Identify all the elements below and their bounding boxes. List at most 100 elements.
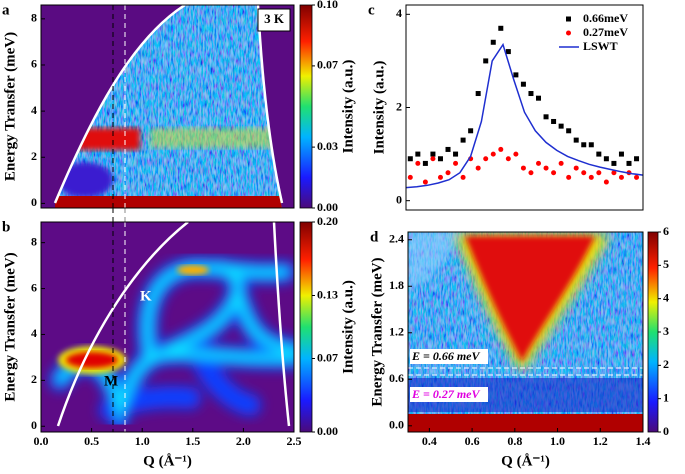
colorbar-tick-label: 0.00	[317, 424, 338, 438]
x-tick-label: 0.0	[34, 434, 49, 448]
data-point	[566, 174, 572, 180]
x-tick-label: 2.5	[287, 434, 302, 448]
panel-label: a	[2, 2, 10, 18]
colorbar	[299, 4, 313, 209]
y-tick-label: 0	[31, 418, 37, 432]
data-point	[407, 174, 413, 180]
data-point	[520, 165, 526, 171]
y-tick-label: 8	[31, 11, 37, 25]
legend-label: 0.66meV	[583, 11, 628, 25]
y-tick-label: 1.8	[389, 278, 404, 292]
y-tick-label: 4	[396, 6, 402, 20]
data-point	[551, 170, 557, 176]
y-tick-label: 8	[31, 234, 37, 248]
axes-frame	[407, 231, 644, 433]
data-point	[437, 156, 443, 162]
y-tick-label: 2.4	[389, 232, 404, 246]
panel-label: d	[370, 229, 379, 245]
data-point	[528, 170, 534, 176]
x-tick-label: 0.8	[507, 434, 522, 448]
data-point	[513, 151, 519, 157]
data-point	[475, 165, 481, 171]
annotation: M	[104, 373, 118, 389]
data-point	[468, 128, 474, 134]
y-axis-label: Intensity (a.u.)	[371, 61, 387, 155]
data-point	[618, 174, 624, 180]
data-point	[566, 128, 572, 134]
x-tick-label: 1.2	[593, 434, 608, 448]
colorbar-tick-label: 3	[663, 324, 669, 338]
data-point	[588, 174, 594, 180]
data-point	[460, 174, 466, 180]
data-point	[483, 156, 489, 162]
data-point	[430, 151, 436, 157]
legend-label: 0.27meV	[583, 25, 628, 39]
x-axis-label: Q (Å⁻¹)	[501, 453, 550, 469]
colorbar-tick-label: 5	[663, 257, 669, 271]
y-tick-label: 6	[31, 57, 37, 71]
y-tick-label: 0	[396, 192, 402, 206]
x-axis-label: Q (Å⁻¹)	[143, 453, 192, 469]
colorbar-label: Intensity (a.u.)	[340, 280, 356, 374]
colorbar-tick-label: 1	[663, 390, 669, 404]
colorbar	[299, 221, 313, 433]
data-point	[536, 160, 542, 166]
y-tick-label: 2	[31, 372, 37, 386]
legend-marker	[566, 16, 571, 22]
y-axis-label: Energy Transfer (meV)	[369, 257, 385, 406]
data-point	[588, 142, 594, 148]
colorbar-tick-label: 0.00	[317, 200, 338, 214]
data-point	[611, 170, 617, 176]
data-point	[505, 156, 511, 162]
y-tick-label: 0.0	[389, 418, 404, 432]
axes-frame	[40, 221, 295, 433]
heatmap-a	[41, 5, 294, 208]
y-tick-label: 4	[31, 326, 37, 340]
data-point	[415, 151, 421, 157]
data-point	[626, 160, 632, 166]
x-tick-label: 1.0	[550, 434, 565, 448]
heatmap-d	[408, 232, 643, 432]
data-point	[558, 160, 564, 166]
colorbar-tick-label: 0.13	[317, 287, 338, 301]
x-tick-label: 1.4	[636, 434, 651, 448]
annotation: K	[140, 288, 152, 304]
data-point	[558, 123, 564, 129]
data-point	[520, 81, 526, 87]
data-point	[528, 91, 534, 97]
data-point	[634, 174, 640, 180]
data-point	[618, 151, 624, 157]
data-point	[498, 25, 504, 31]
legend-label: LSWT	[583, 39, 618, 53]
data-point	[490, 39, 496, 45]
data-point	[498, 146, 504, 152]
data-point	[543, 165, 549, 171]
data-point	[490, 151, 496, 157]
data-point	[543, 114, 549, 120]
colorbar-tick-label: 4	[663, 290, 669, 304]
data-point	[483, 58, 489, 64]
legend-marker	[566, 30, 571, 36]
colorbar-label: Intensity (a.u.)	[340, 60, 356, 154]
data-point	[581, 142, 587, 148]
x-tick-label: 2.0	[236, 434, 251, 448]
colorbar-tick-label: 0	[663, 424, 669, 438]
colorbar-tick-label: 0.10	[317, 0, 338, 11]
data-point	[422, 179, 428, 185]
data-point	[573, 165, 579, 171]
x-tick-label: 0.5	[84, 434, 99, 448]
y-tick-label: 4	[31, 103, 37, 117]
data-point	[596, 151, 602, 157]
data-point	[536, 95, 542, 101]
data-point	[453, 151, 459, 157]
y-axis-label: Energy Transfer (meV)	[2, 32, 18, 181]
y-tick-label: 6	[31, 280, 37, 294]
x-tick-label: 1.0	[135, 434, 150, 448]
colorbar	[647, 231, 659, 433]
data-point	[603, 179, 609, 185]
data-point	[422, 160, 428, 166]
data-point	[445, 146, 451, 152]
data-point	[445, 170, 451, 176]
heatmap-b	[41, 222, 294, 432]
